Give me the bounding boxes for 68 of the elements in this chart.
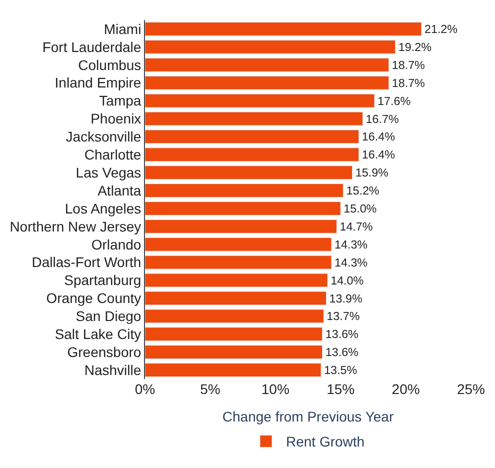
y-tick-label: Las Vegas — [76, 164, 142, 180]
y-tick-label: Columbus — [78, 56, 142, 73]
y-tick-label: Los Angeles — [64, 200, 142, 216]
bar — [145, 345, 323, 360]
bar — [145, 40, 396, 54]
y-tick-label: Fort Lauderdale — [42, 38, 142, 55]
y-tick-label: Tampa — [99, 92, 142, 109]
data-label: 16.4% — [362, 148, 395, 162]
x-tick-label: 0% — [134, 381, 156, 397]
data-label: 14.0% — [330, 274, 364, 288]
x-tick-label: 25% — [456, 381, 486, 397]
y-tick-label: Jacksonville — [66, 128, 142, 145]
bar — [145, 327, 323, 342]
bar — [145, 309, 324, 324]
data-label: 13.9% — [329, 292, 362, 306]
x-tick-label: 15% — [326, 381, 355, 397]
data-label: 14.3% — [334, 256, 368, 270]
bar — [145, 112, 364, 126]
y-tick-label: Nashville — [84, 362, 142, 378]
data-label: 13.6% — [325, 328, 358, 342]
data-label: 13.5% — [324, 364, 358, 378]
y-tick-label: Greensboro — [67, 344, 142, 360]
y-tick-label: Atlanta — [98, 182, 142, 198]
data-label: 13.6% — [325, 346, 358, 360]
bar — [145, 273, 328, 288]
bar — [145, 22, 422, 36]
data-label: 16.4% — [362, 130, 395, 144]
y-tick-label: Northern New Jersey — [10, 218, 142, 234]
data-label: 18.7% — [392, 76, 425, 90]
data-label: 15.2% — [346, 184, 380, 198]
bar — [145, 94, 375, 108]
y-tick-label: Dallas-Fort Worth — [32, 254, 142, 270]
bar — [145, 237, 332, 252]
bar — [145, 166, 353, 180]
y-tick-label: Orange County — [46, 290, 142, 306]
y-tick-label: San Diego — [76, 308, 142, 324]
data-label: 19.2% — [398, 40, 432, 54]
data-label: 17.6% — [378, 94, 411, 108]
data-label: 15.9% — [355, 166, 388, 180]
y-tick-label: Charlotte — [84, 146, 142, 163]
bar — [145, 76, 390, 90]
bar — [145, 148, 360, 162]
y-tick-label: Spartanburg — [64, 272, 142, 288]
bar — [145, 291, 327, 306]
bar — [145, 184, 344, 198]
bar — [145, 201, 341, 216]
data-label: 18.7% — [392, 58, 425, 72]
y-tick-label: Inland Empire — [54, 74, 142, 91]
x-tick-label: 5% — [200, 381, 220, 397]
bar — [145, 58, 390, 72]
legend-label: Rent Growth — [286, 434, 365, 450]
y-tick-label: Miami — [104, 20, 142, 37]
data-label: 13.7% — [326, 310, 360, 324]
x-tick-label: 20% — [392, 381, 420, 397]
bar — [145, 219, 337, 234]
bar — [145, 130, 360, 144]
x-axis-title: Change from Previous Year — [222, 408, 394, 424]
bar — [145, 255, 332, 270]
y-tick-label: Phoenix — [90, 110, 142, 127]
y-tick-label: Orlando — [91, 236, 142, 252]
y-tick-label: Salt Lake City — [54, 326, 142, 342]
data-label: 16.7% — [366, 112, 399, 126]
data-label: 14.3% — [334, 238, 368, 252]
bar — [145, 363, 322, 378]
x-tick-label: 10% — [261, 381, 290, 397]
data-label: 14.7% — [340, 220, 373, 234]
data-label: 15.0% — [344, 202, 377, 216]
data-label: 21.2% — [424, 23, 458, 36]
